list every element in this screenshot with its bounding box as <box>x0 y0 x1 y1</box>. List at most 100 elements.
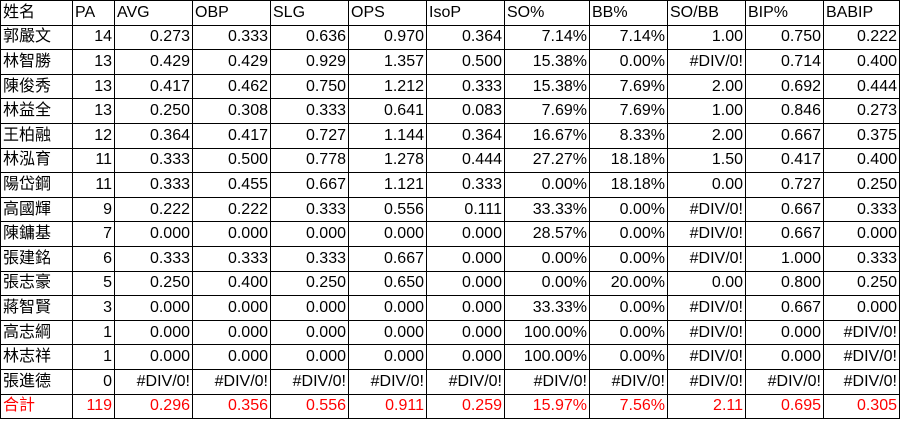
stat-cell[interactable]: 6 <box>72 245 115 272</box>
player-name-cell[interactable]: 陽岱鋼 <box>0 172 73 198</box>
player-name-cell[interactable]: 高志綱 <box>0 319 73 346</box>
stat-cell[interactable]: 0.00% <box>589 319 668 346</box>
stat-cell[interactable]: 0.444 <box>823 73 900 100</box>
stat-cell[interactable]: 0.000 <box>114 221 193 247</box>
stat-cell[interactable]: 0.667 <box>348 245 427 272</box>
stat-cell[interactable]: 0.00% <box>504 172 590 198</box>
stat-cell[interactable]: 0.333 <box>823 196 900 223</box>
stat-cell[interactable]: 0.000 <box>192 344 271 370</box>
stat-cell[interactable]: 7 <box>72 221 115 247</box>
player-name-cell[interactable]: 張進德 <box>0 368 73 395</box>
stat-cell[interactable]: 0.667 <box>745 122 824 149</box>
stat-cell[interactable]: 0.000 <box>426 344 505 370</box>
stat-cell[interactable]: 100.00% <box>504 319 590 346</box>
player-name-cell[interactable]: 陳俊秀 <box>0 73 73 100</box>
total-cell[interactable]: 0.911 <box>348 393 427 420</box>
total-cell[interactable]: 0.305 <box>823 393 900 420</box>
stat-cell[interactable]: 100.00% <box>504 344 590 370</box>
stat-cell[interactable]: 11 <box>72 172 115 198</box>
stat-cell[interactable]: #DIV/0! <box>823 319 900 346</box>
stat-cell[interactable]: 0.364 <box>426 122 505 149</box>
stat-cell[interactable]: 0.714 <box>745 49 824 75</box>
stat-cell[interactable]: 0.667 <box>745 221 824 247</box>
stat-cell[interactable]: 0.400 <box>823 147 900 174</box>
stat-cell[interactable]: 20.00% <box>589 270 668 297</box>
stat-cell[interactable]: 0.333 <box>270 196 349 223</box>
stat-cell[interactable]: 0.000 <box>192 319 271 346</box>
stat-cell[interactable]: 33.33% <box>504 196 590 223</box>
stat-cell[interactable]: 0.333 <box>192 24 271 51</box>
player-name-cell[interactable]: 林泓育 <box>0 147 73 174</box>
stat-cell[interactable]: #DIV/0! <box>667 221 746 247</box>
total-cell[interactable]: 0.259 <box>426 393 505 420</box>
total-cell[interactable]: 2.11 <box>667 393 746 420</box>
stat-cell[interactable]: 0.222 <box>114 196 193 223</box>
stat-cell[interactable]: 0.00% <box>589 49 668 75</box>
stat-cell[interactable]: 0.641 <box>348 98 427 124</box>
stat-cell[interactable]: 0.000 <box>114 344 193 370</box>
stat-cell[interactable]: 1 <box>72 319 115 346</box>
total-cell[interactable]: 7.56% <box>589 393 668 420</box>
stat-cell[interactable]: 0.400 <box>823 49 900 75</box>
stat-cell[interactable]: 0.556 <box>348 196 427 223</box>
stat-cell[interactable]: 0.667 <box>745 196 824 223</box>
stat-cell[interactable]: 2.00 <box>667 122 746 149</box>
stat-cell[interactable]: 0.000 <box>426 319 505 346</box>
stat-cell[interactable]: 0.455 <box>192 172 271 198</box>
stat-cell[interactable]: 0.364 <box>426 24 505 51</box>
stat-cell[interactable]: #DIV/0! <box>667 368 746 395</box>
stat-cell[interactable]: 0.333 <box>114 147 193 174</box>
stat-cell[interactable]: 0.000 <box>270 295 349 321</box>
stat-cell[interactable]: #DIV/0! <box>270 368 349 395</box>
total-cell[interactable]: 119 <box>72 393 115 420</box>
stat-cell[interactable]: 1 <box>72 344 115 370</box>
header-cell-name[interactable]: 姓名 <box>0 0 73 26</box>
header-cell-so-bb[interactable]: SO/BB <box>667 0 746 26</box>
stat-cell[interactable]: 0.00 <box>667 270 746 297</box>
stat-cell[interactable]: 7.69% <box>589 98 668 124</box>
header-cell-pa[interactable]: PA <box>72 0 115 26</box>
stat-cell[interactable]: 13 <box>72 49 115 75</box>
stat-cell[interactable]: 0.000 <box>745 319 824 346</box>
player-name-cell[interactable]: 蔣智賢 <box>0 295 73 321</box>
stat-cell[interactable]: #DIV/0! <box>667 245 746 272</box>
stat-cell[interactable]: 0.00% <box>589 295 668 321</box>
stat-cell[interactable]: 0.417 <box>192 122 271 149</box>
stat-cell[interactable]: 1.278 <box>348 147 427 174</box>
stat-cell[interactable]: 1.357 <box>348 49 427 75</box>
stat-cell[interactable]: 0.000 <box>426 221 505 247</box>
stat-cell[interactable]: 1.121 <box>348 172 427 198</box>
stat-cell[interactable]: 0.250 <box>114 270 193 297</box>
stat-cell[interactable]: 0.667 <box>745 295 824 321</box>
stat-cell[interactable]: 2.00 <box>667 73 746 100</box>
stat-cell[interactable]: 0.000 <box>426 245 505 272</box>
stat-cell[interactable]: 0.000 <box>348 319 427 346</box>
stat-cell[interactable]: 0.000 <box>745 344 824 370</box>
stat-cell[interactable]: 18.18% <box>589 147 668 174</box>
player-name-cell[interactable]: 林益全 <box>0 98 73 124</box>
stat-cell[interactable]: 0.333 <box>823 245 900 272</box>
stat-cell[interactable]: 0.083 <box>426 98 505 124</box>
stat-cell[interactable]: 0.692 <box>745 73 824 100</box>
player-name-cell[interactable]: 林志祥 <box>0 344 73 370</box>
stat-cell[interactable]: 0.333 <box>426 73 505 100</box>
stat-cell[interactable]: 0.667 <box>270 172 349 198</box>
stat-cell[interactable]: 1.00 <box>667 98 746 124</box>
stat-cell[interactable]: 0.778 <box>270 147 349 174</box>
stat-cell[interactable]: 0.000 <box>426 295 505 321</box>
stat-cell[interactable]: 0 <box>72 368 115 395</box>
stat-cell[interactable]: 0.00% <box>504 245 590 272</box>
header-cell-obp[interactable]: OBP <box>192 0 271 26</box>
stat-cell[interactable]: 0.500 <box>192 147 271 174</box>
stat-cell[interactable]: 8.33% <box>589 122 668 149</box>
player-name-cell[interactable]: 王柏融 <box>0 122 73 149</box>
stat-cell[interactable]: 28.57% <box>504 221 590 247</box>
stat-cell[interactable]: #DIV/0! <box>823 368 900 395</box>
player-name-cell[interactable]: 郭嚴文 <box>0 24 73 51</box>
stat-cell[interactable]: 0.000 <box>426 270 505 297</box>
stat-cell[interactable]: 0.727 <box>745 172 824 198</box>
header-cell-ops[interactable]: OPS <box>348 0 427 26</box>
stat-cell[interactable]: 0.846 <box>745 98 824 124</box>
stat-cell[interactable]: 7.14% <box>589 24 668 51</box>
stat-cell[interactable]: 0.333 <box>114 245 193 272</box>
